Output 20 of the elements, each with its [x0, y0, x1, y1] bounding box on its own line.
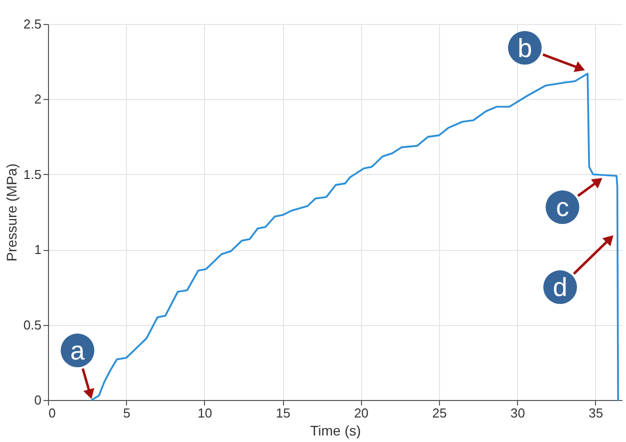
annotation: a [70, 335, 86, 366]
x-tick-label: 30 [510, 406, 525, 420]
y-tick-label: 1.5 [23, 166, 42, 182]
annotation: c [556, 192, 569, 222]
y-tick-label: 1 [34, 242, 42, 258]
annotation: d [552, 272, 568, 302]
x-tick-label: 5 [123, 406, 130, 420]
y-tick-label: 0.5 [23, 317, 42, 332]
annotation: b [518, 32, 532, 63]
x-tick-label: 35 [588, 406, 604, 420]
y-tick-label: 0 [34, 392, 42, 408]
y-tick-label: 2 [34, 92, 42, 107]
x-tick-label: 0 [48, 406, 56, 420]
x-tick-label: 25 [432, 406, 447, 420]
y-tick-label: 2.5 [23, 16, 42, 32]
y-axis-title: Pressure (MPa) [3, 163, 20, 262]
x-tick-label: 10 [198, 406, 212, 420]
x-axis-title: Time (s) [310, 422, 361, 438]
x-tick-label: 15 [276, 406, 290, 420]
x-tick-label: 20 [354, 406, 369, 420]
